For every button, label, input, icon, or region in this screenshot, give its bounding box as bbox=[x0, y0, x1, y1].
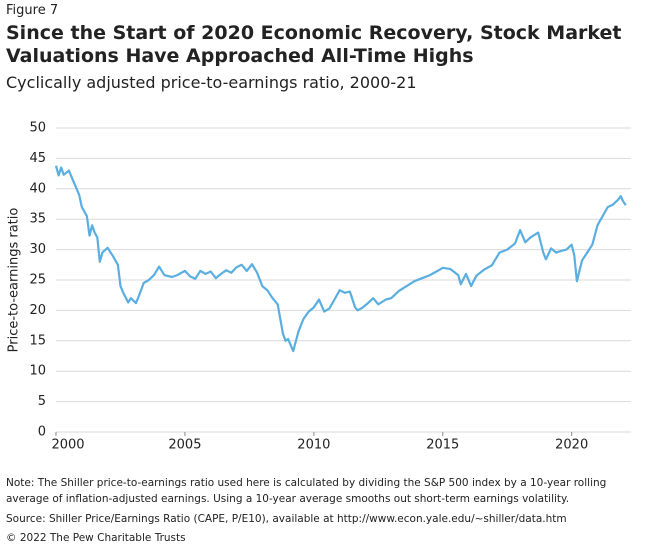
y-tick-label: 5 bbox=[38, 394, 46, 409]
note: Note: The Shiller price-to-earnings rati… bbox=[6, 477, 607, 505]
y-tick-label: 15 bbox=[29, 333, 46, 348]
y-tick-label: 50 bbox=[29, 121, 46, 136]
y-tick-label: 25 bbox=[29, 273, 46, 288]
x-tick-label: 2015 bbox=[426, 438, 459, 453]
x-tick-label: 2005 bbox=[168, 438, 201, 453]
y-tick-label: 20 bbox=[29, 303, 46, 318]
source: Source: Shiller Price/Earnings Ratio (CA… bbox=[6, 513, 567, 525]
y-tick-label: 0 bbox=[38, 425, 46, 440]
y-tick-label: 30 bbox=[29, 242, 46, 257]
chart-title: Since the Start of 2020 Economic Recover… bbox=[6, 22, 622, 67]
y-axis-label: Price-to-earnings ratio bbox=[7, 208, 22, 353]
copyright: © 2022 The Pew Charitable Trusts bbox=[6, 532, 186, 544]
chart: Price-to-earnings ratio 0 5 10 15 20 25 30 35 40… bbox=[7, 121, 631, 453]
y-tick-label: 40 bbox=[29, 181, 46, 196]
x-tick-label: 2000 bbox=[51, 438, 84, 453]
y-tick-label: 35 bbox=[29, 212, 46, 227]
y-tick-label: 10 bbox=[29, 364, 46, 379]
y-tick-label: 45 bbox=[29, 151, 46, 166]
data-line bbox=[54, 165, 627, 353]
figure-label: Figure 7 bbox=[6, 3, 59, 18]
chart-subtitle: Cyclically adjusted price-to-earnings ra… bbox=[6, 73, 417, 92]
x-tick-label: 2010 bbox=[297, 438, 330, 453]
x-tick-label: 2020 bbox=[555, 438, 588, 453]
